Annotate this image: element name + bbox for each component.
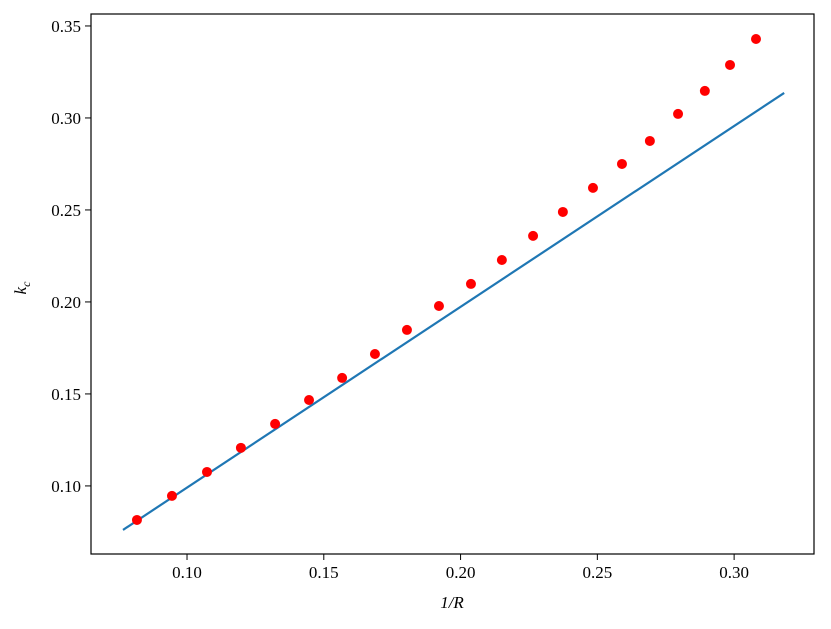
point bbox=[557, 206, 568, 217]
point bbox=[433, 300, 444, 311]
plot-frame bbox=[90, 13, 815, 555]
point bbox=[235, 442, 246, 453]
y-tick-label: 0.25 bbox=[51, 201, 81, 220]
point bbox=[270, 418, 281, 429]
x-axis-label: 1/R bbox=[440, 593, 464, 612]
x-tick-label: 0.10 bbox=[172, 563, 202, 582]
x-tick-label: 0.20 bbox=[446, 563, 476, 582]
x-tick-label: 0.15 bbox=[309, 563, 339, 582]
y-axis-label-main: k bbox=[11, 286, 30, 294]
x-tick-label: 0.25 bbox=[582, 563, 612, 582]
x-tick-label: 0.30 bbox=[719, 563, 749, 582]
point bbox=[616, 158, 627, 169]
point bbox=[304, 395, 315, 406]
point bbox=[725, 59, 736, 70]
y-tick-label: 0.10 bbox=[51, 477, 81, 496]
point bbox=[699, 85, 710, 96]
y-tick-label: 0.30 bbox=[51, 109, 81, 128]
point bbox=[528, 230, 539, 241]
point bbox=[751, 34, 762, 45]
point bbox=[644, 135, 655, 146]
point bbox=[369, 349, 380, 360]
y-axis-label: kc bbox=[11, 281, 33, 295]
point bbox=[166, 490, 177, 501]
point bbox=[201, 466, 212, 477]
y-tick-label: 0.15 bbox=[51, 385, 81, 404]
y-axis-label-sub: c bbox=[19, 281, 33, 287]
line bbox=[122, 92, 785, 531]
point bbox=[587, 182, 598, 193]
point bbox=[496, 254, 507, 265]
point bbox=[401, 324, 412, 335]
point bbox=[465, 278, 476, 289]
point bbox=[673, 108, 684, 119]
point bbox=[337, 372, 348, 383]
y-tick-label: 0.20 bbox=[51, 293, 81, 312]
point bbox=[131, 514, 142, 525]
y-tick-label: 0.35 bbox=[51, 17, 81, 36]
